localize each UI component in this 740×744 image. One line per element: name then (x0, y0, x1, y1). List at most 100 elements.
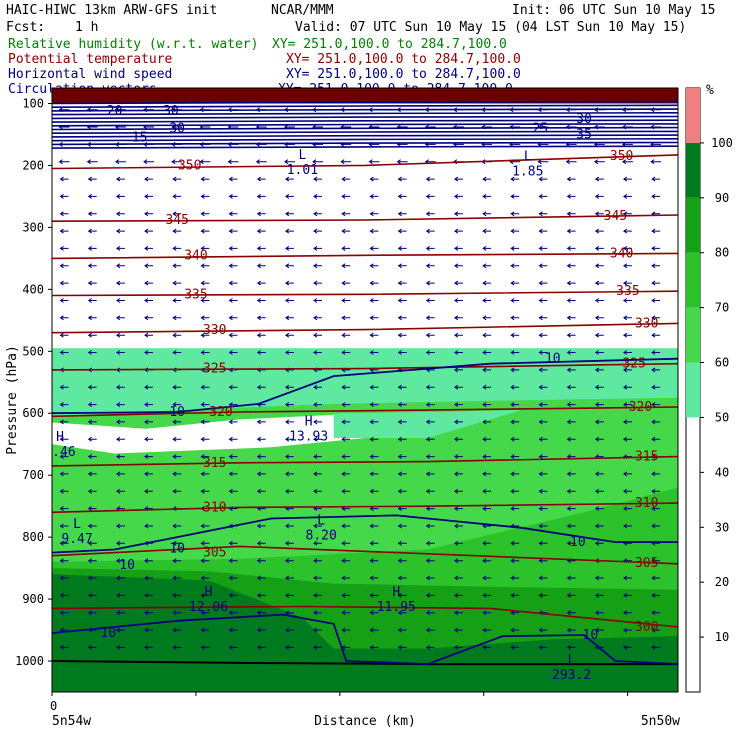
circulation-vector (200, 263, 210, 269)
circulation-vector (397, 176, 407, 182)
circulation-vector (510, 298, 520, 303)
theta-label: 310 (635, 496, 658, 511)
circulation-vector (369, 419, 379, 425)
init-time: Init: 06 UTC Sun 10 May 15 (512, 3, 716, 18)
theta-contour-335 (52, 290, 678, 297)
circulation-vector (397, 627, 407, 633)
colorbar-unit: % (706, 83, 714, 98)
circulation-vector (172, 540, 182, 546)
circulation-vector (369, 454, 379, 460)
circulation-vector (594, 540, 604, 546)
circulation-vector (313, 488, 322, 494)
circulation-vector (172, 419, 182, 425)
circulation-vector (397, 454, 407, 460)
wind-label: 10 (119, 558, 135, 573)
circulation-vector (228, 315, 238, 321)
circulation-vector (622, 506, 632, 512)
circulation-vector (396, 159, 408, 165)
circulation-vector (425, 228, 435, 234)
colorbar-tick-label: 90 (715, 191, 729, 205)
circulation-vector (59, 176, 69, 182)
extremum-marker: L (298, 148, 306, 163)
circulation-vector (313, 402, 322, 408)
circulation-vector (538, 506, 548, 512)
circulation-vector (115, 540, 125, 546)
circulation-vector (115, 211, 125, 217)
circulation-vector (256, 575, 266, 581)
circulation-vector (510, 558, 520, 564)
circulation-vector (256, 419, 266, 425)
circulation-vector (651, 350, 661, 355)
circulation-vector (341, 263, 351, 269)
extremum-marker: L (317, 514, 325, 529)
circulation-vector (594, 592, 604, 598)
circulation-vector (510, 211, 520, 217)
circulation-vector (510, 228, 520, 234)
circulation-vector (284, 193, 294, 199)
extremum-value: 13.93 (289, 430, 328, 445)
extremum-marker: H (392, 585, 400, 600)
circulation-vector (284, 332, 294, 338)
circulation-vector (200, 245, 210, 251)
circulation-vector (172, 315, 182, 321)
circulation-vector (284, 592, 294, 598)
circulation-vector (566, 610, 576, 616)
circulation-vector (397, 644, 407, 650)
circulation-vector (453, 610, 463, 616)
circulation-vector (453, 211, 463, 217)
theta-label: 315 (635, 450, 658, 465)
org-label: NCAR/MMM (271, 3, 334, 18)
circulation-vector (144, 228, 153, 234)
circulation-vector (369, 211, 379, 217)
circulation-vector (256, 245, 266, 251)
circulation-vector (453, 228, 463, 234)
circulation-vector (538, 558, 548, 564)
circulation-vector (200, 540, 210, 546)
circulation-vector (369, 245, 379, 251)
circulation-vector (341, 558, 351, 564)
circulation-vector (59, 245, 69, 251)
circulation-vector (397, 558, 407, 564)
circulation-vector (594, 211, 604, 217)
circulation-vector (143, 159, 154, 165)
circulation-vector (369, 315, 379, 321)
circulation-vector (538, 245, 548, 251)
circulation-vector (172, 384, 182, 390)
circulation-vector (510, 332, 520, 338)
circulation-vector (172, 488, 182, 494)
circulation-vector (566, 298, 576, 303)
extremum-value: 5.46 (44, 445, 75, 460)
circulation-vector (594, 488, 604, 494)
circulation-vector (228, 211, 238, 217)
circulation-vector (228, 332, 238, 338)
circulation-vector (313, 610, 322, 616)
circulation-vector (284, 610, 294, 616)
circulation-vector (651, 402, 661, 408)
circulation-vector (227, 159, 239, 165)
jet-contour (52, 145, 678, 149)
circulation-vector (313, 540, 322, 546)
circulation-vector (115, 575, 125, 581)
circulation-vector (510, 454, 520, 460)
colorbar-band (686, 142, 700, 198)
theta-label: 350 (178, 158, 201, 173)
circulation-vector (453, 627, 463, 633)
theta-label: 335 (616, 284, 639, 299)
circulation-vector (115, 350, 125, 355)
circulation-vector (144, 245, 153, 251)
circulation-vector (172, 211, 182, 217)
circulation-vector (482, 298, 492, 303)
circulation-vector (256, 263, 266, 269)
circulation-vector (453, 176, 463, 182)
circulation-vector (453, 367, 463, 373)
circulation-vector (144, 211, 153, 217)
colorbar-band (686, 307, 700, 363)
circulation-vector (59, 228, 69, 234)
potential-temperature-contours (52, 154, 678, 666)
circulation-vector (651, 610, 661, 616)
circulation-vector (115, 193, 125, 199)
circulation-vector (651, 644, 661, 650)
jet-contour (52, 119, 678, 123)
y-axis-label: Pressure (hPa) (5, 345, 20, 455)
